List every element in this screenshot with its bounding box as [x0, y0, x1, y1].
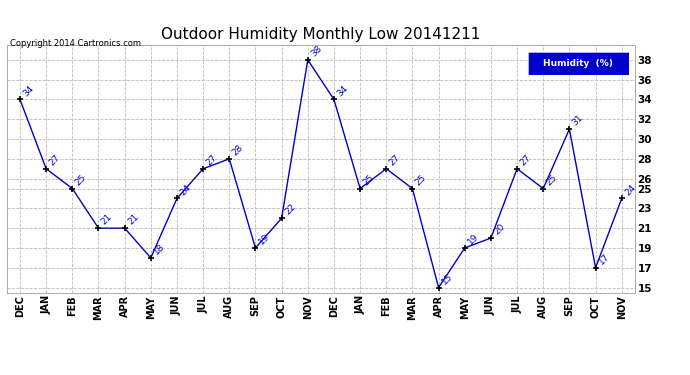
Text: 21: 21 [100, 212, 115, 227]
Text: 38: 38 [309, 44, 324, 58]
Text: 27: 27 [204, 153, 219, 167]
Text: 34: 34 [335, 84, 350, 98]
Text: 19: 19 [257, 232, 271, 246]
Text: 22: 22 [283, 202, 297, 217]
Text: 17: 17 [597, 252, 611, 266]
Text: 15: 15 [440, 272, 455, 286]
Text: 20: 20 [492, 222, 506, 237]
Text: 19: 19 [466, 232, 481, 246]
Text: 25: 25 [414, 173, 428, 187]
Text: 21: 21 [126, 212, 141, 227]
Text: Copyright 2014 Cartronics.com: Copyright 2014 Cartronics.com [10, 39, 141, 48]
Text: 27: 27 [518, 153, 533, 167]
Text: 24: 24 [178, 183, 193, 197]
Text: 31: 31 [571, 113, 585, 128]
Text: 25: 25 [544, 173, 559, 187]
Text: 25: 25 [362, 173, 376, 187]
Text: 27: 27 [48, 153, 62, 167]
Text: 25: 25 [74, 173, 88, 187]
Text: 24: 24 [623, 183, 638, 197]
Text: 28: 28 [230, 143, 245, 158]
Text: 27: 27 [388, 153, 402, 167]
Title: Outdoor Humidity Monthly Low 20141211: Outdoor Humidity Monthly Low 20141211 [161, 27, 480, 42]
Text: 18: 18 [152, 242, 167, 256]
Text: 34: 34 [21, 84, 36, 98]
